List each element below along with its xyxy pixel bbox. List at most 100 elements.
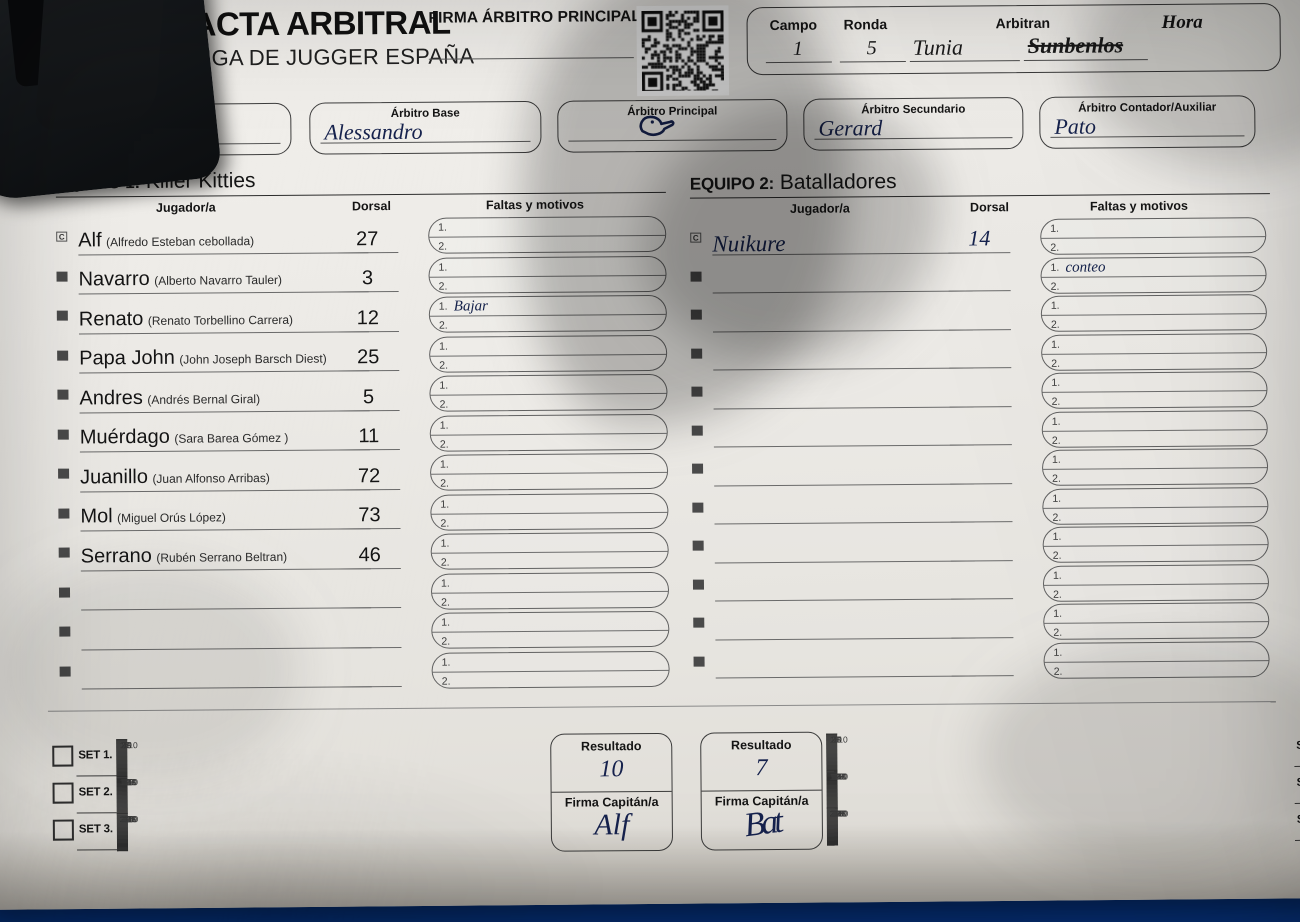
- fault-line-2[interactable]: 2.: [431, 471, 668, 492]
- referee-box-arbitro-contador[interactable]: Árbitro Contador/Auxiliar Pato: [1039, 95, 1256, 149]
- fault-line-1[interactable]: 1.: [440, 537, 450, 550]
- player-row[interactable]: 1. 2.: [691, 409, 1272, 452]
- fault-line-1[interactable]: 1.: [440, 498, 450, 511]
- fault-line-2[interactable]: 2.: [431, 511, 668, 532]
- player-row[interactable]: C Alf (Alfredo Esteban cebollada) 27 1. 2.: [56, 215, 667, 259]
- player-row[interactable]: Papa John (John Joseph Barsch Diest) 25 1.…: [57, 333, 668, 377]
- player-row[interactable]: 1. 2.: [58, 570, 670, 614]
- fault-line-2[interactable]: 2.: [432, 590, 669, 611]
- fault-line-2[interactable]: 2.: [1041, 236, 1266, 256]
- player-dorsal[interactable]: 12: [356, 306, 380, 329]
- fault-line-1[interactable]: 1.: [441, 656, 451, 669]
- faults-box[interactable]: 1. 2.: [1041, 448, 1269, 487]
- fault-line-2[interactable]: 2.: [1043, 505, 1268, 526]
- player-dorsal[interactable]: 27: [356, 227, 379, 250]
- faults-box[interactable]: 1. 2.: [1042, 563, 1270, 603]
- faults-box[interactable]: 1. 2.: [1040, 294, 1267, 333]
- player-row[interactable]: Navarro (Alberto Navarro Tauler) 3 1. 2.: [56, 254, 667, 298]
- faults-box[interactable]: 1. 2.: [429, 413, 668, 453]
- fault-line-1[interactable]: 1.: [439, 458, 449, 471]
- faults-box[interactable]: 1. 2.: [431, 650, 670, 690]
- fault-line-2[interactable]: 2.: [1041, 274, 1266, 295]
- faults-box[interactable]: 1. 2.: [1041, 409, 1268, 449]
- fault-line-1[interactable]: 1.: [438, 261, 448, 274]
- team-2-score-value[interactable]: 7: [755, 755, 768, 782]
- player-row[interactable]: 1. 2.: [59, 649, 670, 693]
- player-row[interactable]: 1. 2.: [692, 447, 1272, 490]
- fault-line-1[interactable]: 1.: [1051, 338, 1060, 351]
- fault-line-1[interactable]: 1.: [1051, 415, 1061, 428]
- player-row[interactable]: 1. 2.: [692, 524, 1273, 567]
- faults-box[interactable]: 1. 2.: [430, 531, 669, 571]
- faults-box[interactable]: 1. 2.: [1041, 332, 1268, 372]
- player-dorsal[interactable]: 5: [362, 385, 375, 408]
- team-1-result-box[interactable]: Resultado 10 Firma Capitán/a Alf: [550, 732, 674, 852]
- fault-line-1[interactable]: 1.: [439, 340, 448, 353]
- ronda-value[interactable]: 5: [866, 37, 877, 60]
- fault-line-2[interactable]: 2.: [1043, 582, 1269, 603]
- faults-box[interactable]: 1. 2.: [429, 452, 669, 492]
- faults-box[interactable]: 1. 2.: [1042, 525, 1269, 564]
- fault-line-2[interactable]: 2.: [429, 274, 666, 295]
- player-row[interactable]: 1. 2.: [693, 601, 1273, 644]
- fault-line-1[interactable]: 1.: [1051, 376, 1061, 389]
- player-row[interactable]: 1. 2.: [691, 370, 1271, 413]
- faults-box[interactable]: 1. 2.: [1043, 602, 1270, 641]
- player-dorsal[interactable]: 14: [968, 224, 991, 250]
- fault-line-2[interactable]: 2.: [432, 629, 669, 650]
- player-row[interactable]: Andres (Andrés Bernal Giral) 5 1. 2.: [57, 373, 668, 417]
- player-dorsal[interactable]: 25: [356, 346, 380, 369]
- player-row[interactable]: 1. 2.: [692, 563, 1273, 606]
- faults-box[interactable]: 1. 2.: [1043, 640, 1270, 680]
- faults-box[interactable]: 1. 2.: [1041, 371, 1268, 410]
- arbitran-value-1[interactable]: Tunia: [912, 34, 963, 60]
- team-1-score-value[interactable]: 10: [599, 756, 624, 783]
- player-dorsal[interactable]: 73: [358, 504, 381, 527]
- player-row[interactable]: 1. 2.: [693, 640, 1273, 683]
- referee-box-arbitro-base-2[interactable]: Árbitro Base Alessandro: [309, 100, 542, 155]
- fault-line-2[interactable]: 2.: [430, 392, 667, 413]
- player-row[interactable]: Mol (Miguel Orús López) 73 1. 2.: [58, 491, 669, 535]
- fault-line-2[interactable]: 2.: [430, 432, 667, 453]
- faults-box[interactable]: 1. 2.: [429, 373, 668, 413]
- fault-line-2[interactable]: 2.: [1042, 390, 1267, 410]
- fault-line-1[interactable]: 1.: [1052, 492, 1062, 505]
- fault-line-2[interactable]: 2.: [429, 234, 666, 255]
- fault-line-2[interactable]: 2.: [1041, 313, 1266, 333]
- team-2-score-grid[interactable]: 1234567891011121314151617181920212223242…: [826, 734, 848, 846]
- campo-value[interactable]: 1: [792, 37, 803, 60]
- referee-box-arbitro-principal[interactable]: Árbitro Principal: [557, 98, 788, 153]
- player-row[interactable]: Muérdago (Sara Barea Gómez ) 11 1. 2.: [57, 412, 668, 456]
- faults-box[interactable]: 1. 2. conteo: [1040, 255, 1267, 295]
- faults-box[interactable]: 1. 2.: [429, 334, 668, 374]
- arbitran-value-2[interactable]: Sunbenlos: [1027, 32, 1124, 59]
- fault-line-1[interactable]: 1.: [440, 577, 450, 590]
- player-dorsal[interactable]: 11: [358, 425, 380, 448]
- fault-line-2[interactable]: 2.: [1042, 428, 1267, 449]
- fault-line-2[interactable]: 2.: [1042, 351, 1267, 372]
- player-row[interactable]: C Nuikure 14 1. 2.: [690, 216, 1270, 259]
- team-1-score-grid[interactable]: 1234567891011121314151617181920212223242…: [116, 739, 138, 851]
- team-1-captain-signature[interactable]: Alf: [594, 808, 630, 842]
- fault-line-1[interactable]: 1.: [1052, 569, 1062, 582]
- fault-line-1[interactable]: 1.: [1050, 222, 1060, 235]
- faults-box[interactable]: 1. 2.: [1040, 217, 1267, 256]
- player-row[interactable]: 1. 2.: [690, 293, 1271, 336]
- player-row[interactable]: 1. 2.: [691, 332, 1271, 375]
- player-dorsal[interactable]: 72: [357, 464, 381, 487]
- player-row[interactable]: 1. 2.: [59, 610, 670, 654]
- fault-line-2[interactable]: 2.: [1044, 659, 1269, 680]
- fault-line-1[interactable]: 1.: [441, 616, 451, 629]
- fault-line-2[interactable]: 2.: [1044, 621, 1269, 641]
- player-row[interactable]: Serrano (Rubén Serrano Beltran) 46 1. 2.: [58, 531, 669, 575]
- fault-line-2[interactable]: 2.: [1043, 544, 1268, 564]
- set-checkbox[interactable]: [52, 782, 74, 804]
- fault-line-1[interactable]: 1.: [1053, 646, 1063, 659]
- team-2-result-box[interactable]: Resultado 7 Firma Capitán/a Bat: [700, 731, 824, 851]
- faults-box[interactable]: 1. 2.: [430, 492, 669, 532]
- faults-box[interactable]: 1. 2. Bajar: [428, 294, 667, 334]
- fault-line-2[interactable]: 2.: [429, 313, 666, 334]
- fault-line-1[interactable]: 1.: [1050, 299, 1060, 312]
- referee-box-arbitro-secundario[interactable]: Árbitro Secundario Gerard: [803, 97, 1024, 151]
- fault-line-1[interactable]: 1.: [439, 379, 449, 392]
